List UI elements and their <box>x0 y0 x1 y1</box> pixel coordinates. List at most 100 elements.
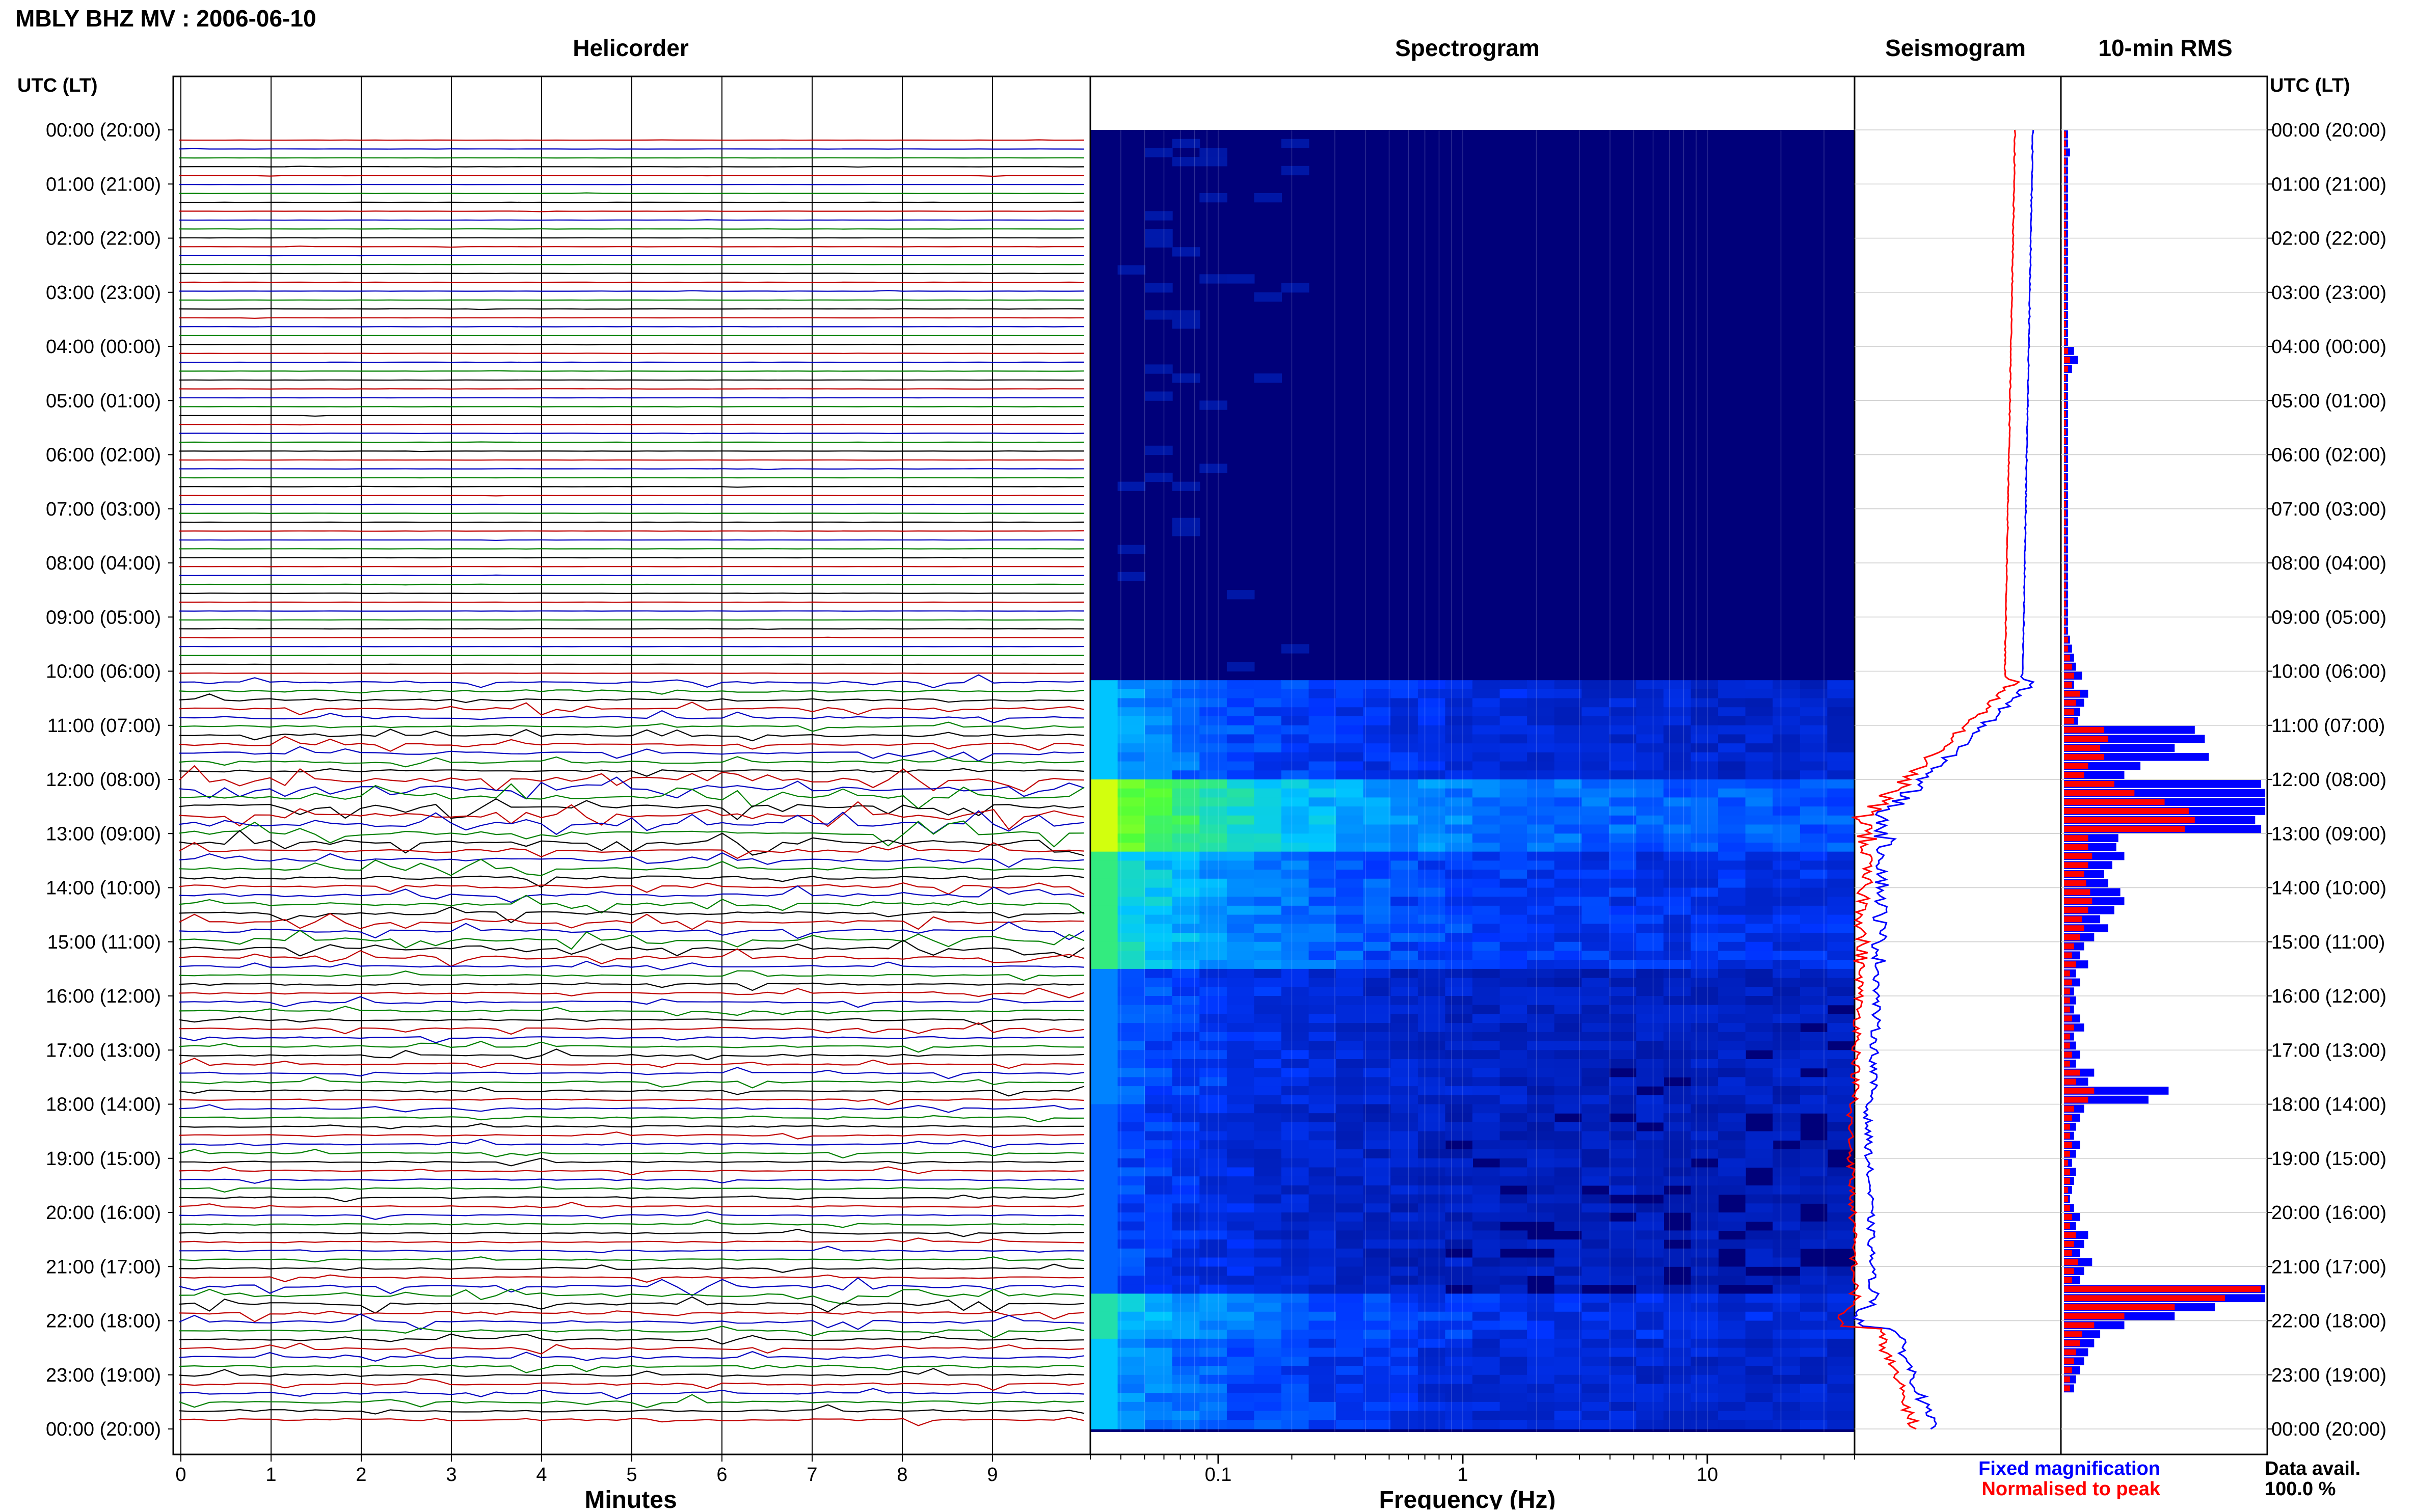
time-tick-label: 05:00 (01:00) <box>2271 390 2386 412</box>
spectrogram-cell <box>1691 897 1719 906</box>
spectrogram-cell <box>1718 852 1746 861</box>
spectrogram-cell <box>1390 1393 1418 1402</box>
spectrogram-cell <box>1527 743 1555 752</box>
spectrogram-cell <box>1281 1303 1309 1312</box>
spectrogram-cell <box>1691 735 1719 744</box>
spectrogram-cell <box>1691 843 1719 852</box>
spectrogram-cell <box>1254 825 1282 834</box>
rms-bar-normalised <box>2064 276 2066 282</box>
spectrogram-cell <box>1746 888 1774 897</box>
spectrogram-cell <box>1199 400 1227 410</box>
spectrogram-cell <box>1227 942 1255 951</box>
spectrogram-cell <box>1636 689 1664 698</box>
spectrogram-cell <box>1581 951 1609 960</box>
spectrogram-cell <box>1336 852 1364 861</box>
spectrogram-cell <box>1336 933 1364 942</box>
spectrogram-cell <box>1172 1068 1200 1077</box>
spectrogram-cell <box>1172 1032 1200 1041</box>
spectrogram-cell <box>1336 987 1364 996</box>
spectrogram-cell <box>1663 1348 1692 1357</box>
spectrogram-cell <box>1663 779 1692 789</box>
spectrogram-cell <box>1172 816 1200 825</box>
time-tick-label: 19:00 (15:00) <box>2271 1148 2386 1170</box>
spectrogram-cell <box>1500 1131 1528 1141</box>
spectrogram-cell <box>1527 735 1555 744</box>
time-tick-label: 15:00 (11:00) <box>2271 932 2385 953</box>
spectrogram-cell <box>1199 924 1227 933</box>
spectrogram-cell <box>1145 843 1173 852</box>
spectrogram-cell <box>1527 1420 1555 1429</box>
spectrogram-cell <box>1390 1303 1418 1312</box>
spectrogram-cell <box>1663 689 1692 698</box>
spectrogram-cell <box>1691 1203 1719 1212</box>
spectrogram-cell <box>1418 1357 1446 1366</box>
spectrogram-cell <box>1254 1140 1282 1149</box>
spectrogram-cell <box>1390 1239 1418 1249</box>
spectrogram-cell <box>1609 1176 1637 1185</box>
spectrogram-cell <box>1445 1104 1473 1114</box>
spectrogram-cell <box>1336 1077 1364 1086</box>
spectrogram-cell <box>1609 1330 1637 1339</box>
spectrogram-cell <box>1090 1420 1118 1429</box>
spectrogram-cell <box>1609 770 1637 779</box>
spectrogram-cell <box>1145 473 1173 482</box>
spectrogram-cell <box>1418 833 1446 843</box>
spectrogram-cell <box>1554 1203 1582 1212</box>
spectrogram-cell <box>1663 1095 1692 1104</box>
spectrogram-cell <box>1663 1195 1692 1204</box>
spectrogram-cell <box>1827 825 1855 834</box>
spectrogram-cell <box>1309 1131 1337 1141</box>
spectrogram-cell <box>1172 680 1200 689</box>
spectrogram-cell <box>1773 1113 1801 1122</box>
spectrogram-cell <box>1663 960 1692 969</box>
spectrogram-cell <box>1227 951 1255 960</box>
spectrogram-cell <box>1609 987 1637 996</box>
spectrogram-cell <box>1636 924 1664 933</box>
spectrogram-cell <box>1254 879 1282 888</box>
spectrogram-cell <box>1172 915 1200 924</box>
spectrogram-cell <box>1663 833 1692 843</box>
rms-bar-normalised <box>2064 1268 2074 1274</box>
spectrogram-cell <box>1773 942 1801 951</box>
spectrogram-cell <box>1718 680 1746 689</box>
spectrogram-cell <box>1500 1195 1528 1204</box>
spectrogram-cell <box>1336 1339 1364 1348</box>
spectrogram-cell <box>1172 1339 1200 1348</box>
spectrogram-cell <box>1199 1366 1227 1375</box>
spectrogram-cell <box>1281 680 1309 689</box>
spectrogram-cell <box>1746 1131 1774 1141</box>
spectrogram-cell <box>1199 969 1227 978</box>
spectrogram-cell <box>1199 915 1227 924</box>
spectrogram-cell <box>1145 1023 1173 1032</box>
spectrogram-cell <box>1281 897 1309 906</box>
spectrogram-cell <box>1172 770 1200 779</box>
spectrogram-cell <box>1281 888 1309 897</box>
spectrogram-cell <box>1472 1348 1500 1357</box>
time-tick-label: 19:00 (15:00) <box>46 1148 161 1170</box>
spectrogram-cell <box>1309 978 1337 987</box>
spectrogram-cell <box>1281 1131 1309 1141</box>
spectrogram-cell <box>1746 1303 1774 1312</box>
spectrogram-cell <box>1746 1023 1774 1032</box>
spectrogram-cell <box>1746 1239 1774 1249</box>
spectrogram-cell <box>1445 1059 1473 1068</box>
spectrogram-cell <box>1390 1104 1418 1114</box>
spectrogram-cell <box>1281 1168 1309 1177</box>
spectrogram-cell <box>1773 860 1801 870</box>
spectrogram-cell <box>1199 743 1227 752</box>
spectrogram-cell <box>1718 1131 1746 1141</box>
spectrogram-cell <box>1445 735 1473 744</box>
spectrogram-cell <box>1172 716 1200 725</box>
spectrogram-cell <box>1472 897 1500 906</box>
spectrogram-cell <box>1527 1068 1555 1077</box>
spectrogram-cell <box>1145 1303 1173 1312</box>
spectrogram-cell <box>1227 1266 1255 1276</box>
helicorder-x-tick-label: 8 <box>897 1464 907 1486</box>
spectrogram-cell <box>1527 1312 1555 1321</box>
spectrogram-cell <box>1227 843 1255 852</box>
rms-bar-normalised <box>2064 907 2088 913</box>
spectrogram-cell <box>1445 1222 1473 1231</box>
spectrogram-cell <box>1336 752 1364 762</box>
spectrogram-cell <box>1663 1402 1692 1411</box>
seismogram-panel <box>1838 76 2061 1454</box>
